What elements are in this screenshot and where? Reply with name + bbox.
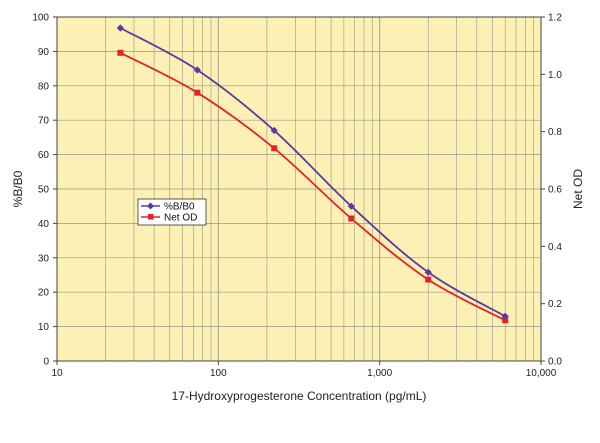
series-point-1 bbox=[117, 49, 124, 56]
x-tick-label: 10 bbox=[51, 368, 63, 379]
legend: %B/B0 Net OD bbox=[137, 198, 207, 226]
series-point-0 bbox=[347, 202, 355, 210]
legend-label-1: Net OD bbox=[164, 213, 197, 224]
y2-tick-label: 0.6 bbox=[548, 185, 562, 196]
x-axis-ticks: 10 100 1,000 10,000 bbox=[51, 361, 557, 379]
legend-marker-0 bbox=[147, 202, 154, 210]
legend-box bbox=[137, 198, 207, 226]
y-axis-left-title: %B/B0 bbox=[11, 170, 25, 207]
y-axis-right-title: Net OD bbox=[571, 169, 585, 209]
y2-tick-label: 1.2 bbox=[548, 13, 562, 24]
y2-tick-label: 0.4 bbox=[548, 242, 562, 253]
y-tick-label: 0 bbox=[43, 357, 49, 368]
series-point-0 bbox=[424, 268, 432, 276]
series-point-0 bbox=[270, 126, 278, 135]
series-point-1 bbox=[425, 276, 432, 283]
series-point-0 bbox=[193, 66, 201, 74]
y2-tick-label: 0.0 bbox=[548, 357, 562, 368]
series-line-1 bbox=[119, 52, 506, 322]
series-point-1 bbox=[348, 215, 355, 222]
y-axis-left-ticks: 0 10 20 30 40 50 60 70 80 90 100 bbox=[32, 13, 57, 368]
x-tick-label: 1,000 bbox=[367, 368, 392, 379]
y-tick-label: 40 bbox=[38, 219, 50, 230]
legend-label-0: %B/B0 bbox=[164, 202, 195, 213]
y-tick-label: 30 bbox=[38, 253, 50, 264]
y-tick-label: 90 bbox=[38, 47, 50, 58]
series-layer bbox=[116, 24, 509, 324]
x-tick-label: 100 bbox=[210, 368, 227, 379]
y-tick-label: 60 bbox=[38, 150, 50, 161]
y2-tick-label: 0.8 bbox=[548, 127, 562, 138]
series-point-1 bbox=[502, 317, 509, 324]
x-axis-title: 17-Hydroxyprogesterone Concentration (pg… bbox=[172, 389, 427, 403]
y-axis-right-ticks: 0.0 0.2 0.4 0.6 0.8 1.0 1.2 bbox=[541, 13, 562, 368]
series-point-0 bbox=[116, 24, 124, 32]
y-tick-label: 100 bbox=[32, 13, 49, 24]
series-point-1 bbox=[271, 145, 278, 152]
series-point-1 bbox=[194, 89, 201, 96]
y-tick-label: 20 bbox=[38, 288, 50, 299]
y2-tick-label: 1.0 bbox=[548, 70, 562, 81]
grid bbox=[57, 17, 541, 361]
series-line-0 bbox=[119, 27, 506, 318]
y-tick-label: 50 bbox=[38, 185, 50, 196]
y-tick-label: 70 bbox=[38, 116, 50, 127]
x-tick-label: 10,000 bbox=[526, 368, 557, 379]
y-tick-label: 10 bbox=[38, 322, 50, 333]
y2-tick-label: 0.2 bbox=[548, 299, 562, 310]
legend-marker-1 bbox=[148, 214, 154, 220]
series-point-0 bbox=[501, 312, 509, 320]
y-tick-label: 80 bbox=[38, 81, 50, 92]
